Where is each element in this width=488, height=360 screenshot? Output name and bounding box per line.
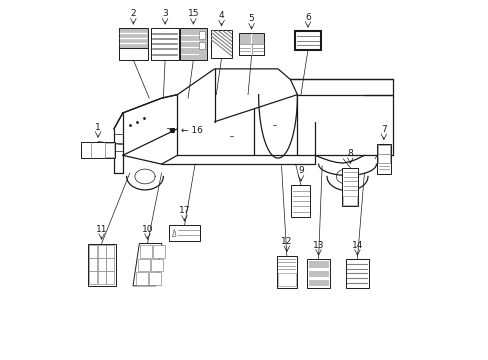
Text: 13: 13 bbox=[312, 240, 324, 249]
Text: 4: 4 bbox=[218, 11, 224, 20]
Text: 6: 6 bbox=[305, 13, 310, 22]
FancyBboxPatch shape bbox=[377, 145, 389, 154]
FancyBboxPatch shape bbox=[343, 196, 357, 205]
Text: ← 16: ← 16 bbox=[181, 126, 203, 135]
FancyBboxPatch shape bbox=[98, 245, 105, 258]
FancyBboxPatch shape bbox=[119, 48, 147, 60]
FancyBboxPatch shape bbox=[251, 34, 263, 44]
FancyBboxPatch shape bbox=[345, 259, 368, 288]
FancyBboxPatch shape bbox=[119, 28, 147, 48]
Text: 14: 14 bbox=[351, 240, 363, 249]
FancyBboxPatch shape bbox=[89, 245, 97, 258]
FancyBboxPatch shape bbox=[179, 28, 207, 60]
Text: 10: 10 bbox=[142, 225, 153, 234]
FancyBboxPatch shape bbox=[151, 259, 163, 271]
FancyBboxPatch shape bbox=[89, 271, 97, 284]
FancyBboxPatch shape bbox=[210, 30, 232, 58]
FancyBboxPatch shape bbox=[308, 271, 328, 277]
FancyBboxPatch shape bbox=[98, 271, 105, 284]
Text: 12: 12 bbox=[281, 237, 292, 246]
FancyBboxPatch shape bbox=[106, 271, 114, 284]
Polygon shape bbox=[133, 243, 162, 286]
FancyBboxPatch shape bbox=[239, 34, 250, 44]
Text: 15: 15 bbox=[187, 9, 199, 18]
FancyBboxPatch shape bbox=[87, 243, 116, 286]
FancyBboxPatch shape bbox=[105, 143, 113, 157]
Text: 1: 1 bbox=[95, 123, 101, 132]
FancyBboxPatch shape bbox=[151, 28, 179, 60]
FancyBboxPatch shape bbox=[136, 272, 148, 285]
Text: 2: 2 bbox=[130, 9, 136, 18]
FancyBboxPatch shape bbox=[306, 259, 329, 288]
FancyBboxPatch shape bbox=[81, 141, 115, 158]
Text: 11: 11 bbox=[96, 225, 107, 234]
FancyBboxPatch shape bbox=[199, 42, 205, 49]
FancyBboxPatch shape bbox=[153, 245, 165, 258]
FancyBboxPatch shape bbox=[169, 225, 200, 240]
FancyBboxPatch shape bbox=[342, 168, 358, 207]
Text: 8: 8 bbox=[347, 149, 352, 158]
FancyBboxPatch shape bbox=[98, 258, 105, 271]
FancyBboxPatch shape bbox=[377, 154, 389, 163]
Text: 9: 9 bbox=[298, 166, 303, 175]
Text: ☚: ☚ bbox=[165, 126, 175, 136]
FancyBboxPatch shape bbox=[308, 261, 328, 267]
Text: 3: 3 bbox=[162, 9, 168, 18]
FancyBboxPatch shape bbox=[199, 31, 205, 39]
FancyBboxPatch shape bbox=[106, 245, 114, 258]
Text: !: ! bbox=[173, 231, 175, 236]
FancyBboxPatch shape bbox=[149, 272, 161, 285]
FancyBboxPatch shape bbox=[238, 33, 264, 55]
FancyBboxPatch shape bbox=[278, 273, 295, 286]
FancyBboxPatch shape bbox=[89, 258, 97, 271]
FancyBboxPatch shape bbox=[291, 185, 310, 217]
FancyBboxPatch shape bbox=[106, 258, 114, 271]
FancyBboxPatch shape bbox=[295, 31, 320, 50]
Text: 5: 5 bbox=[248, 14, 254, 23]
Text: 17: 17 bbox=[179, 206, 190, 215]
Text: 7: 7 bbox=[380, 125, 386, 134]
FancyBboxPatch shape bbox=[308, 280, 328, 286]
FancyBboxPatch shape bbox=[138, 259, 150, 271]
FancyBboxPatch shape bbox=[376, 144, 390, 174]
FancyBboxPatch shape bbox=[276, 256, 296, 288]
FancyBboxPatch shape bbox=[140, 245, 152, 258]
